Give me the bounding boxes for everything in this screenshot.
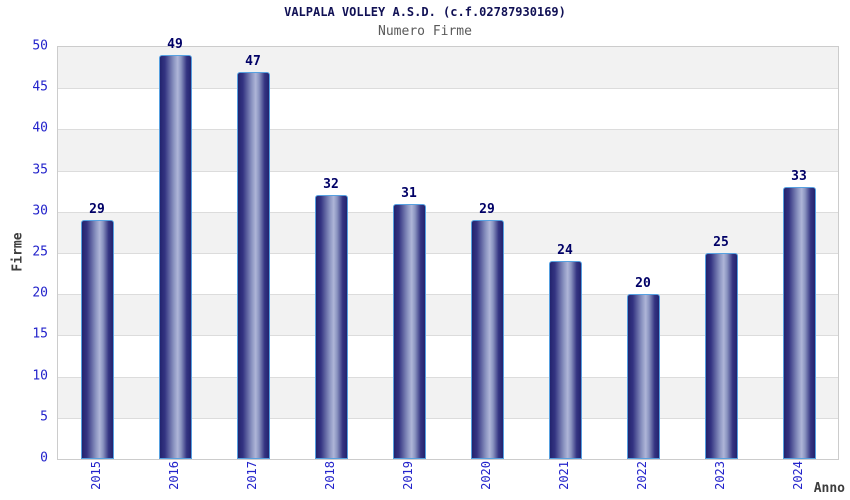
- x-tick-slot: 2023: [681, 461, 759, 499]
- bar-slot-2018: 32: [292, 47, 370, 459]
- x-tick-slot: 2022: [603, 461, 681, 499]
- x-tick-slot: 2017: [213, 461, 291, 499]
- bar-2024: 33: [782, 169, 816, 459]
- bar-value-label: 47: [245, 53, 261, 69]
- x-tick-label: 2018: [323, 461, 337, 490]
- y-tick-label: 5: [40, 409, 48, 425]
- bar-value-label: 32: [323, 177, 339, 193]
- x-tick-label: 2022: [635, 461, 649, 490]
- y-tick-label: 40: [32, 120, 48, 136]
- bars-container: 29 49 47 32 31 29 24 20 25 33: [58, 37, 838, 459]
- x-tick-label: 2017: [245, 461, 259, 490]
- y-tick-label: 15: [32, 326, 48, 342]
- bar-value-label: 24: [557, 243, 573, 259]
- x-tick-slot: 2021: [525, 461, 603, 499]
- bar-slot-2022: 20: [604, 47, 682, 459]
- x-tick-slot: 2016: [135, 461, 213, 499]
- grid-band: [58, 170, 838, 212]
- bar-2022: 20: [626, 276, 660, 459]
- x-tick-label: 2016: [167, 461, 181, 490]
- x-axis-tick-labels: 2015 2016 2017 2018 2019 2020 2021 2022 2023 2024: [57, 461, 837, 499]
- y-tick-label: 30: [32, 203, 48, 219]
- bar-2019: 31: [392, 186, 426, 459]
- bar-slot-2015: 29: [58, 47, 136, 459]
- bar-slot-2023: 25: [682, 47, 760, 459]
- bar-value-label: 33: [791, 169, 807, 185]
- bar-value-label: 29: [89, 202, 105, 218]
- x-tick-slot: 2019: [369, 461, 447, 499]
- grid-band: [58, 417, 838, 459]
- bar-slot-2024: 33: [760, 47, 838, 459]
- bar-value-label: 31: [401, 185, 417, 201]
- x-tick-slot: 2018: [291, 461, 369, 499]
- y-tick-label: 45: [32, 79, 48, 95]
- chart-subtitle: Numero Firme: [378, 24, 472, 39]
- y-tick-label: 25: [32, 244, 48, 260]
- bar-value-label: 20: [635, 276, 651, 292]
- x-axis-title: Anno: [813, 481, 845, 496]
- bar-2020: 29: [470, 202, 504, 459]
- bar-value-label: 25: [713, 235, 729, 250]
- x-tick-slot: 2020: [447, 461, 525, 499]
- y-axis-tick-labels: 0 5 10 15 20 25 30 35 40 45 50: [0, 39, 52, 466]
- bar-2017: 47: [236, 54, 270, 459]
- y-tick-label: 0: [40, 450, 48, 466]
- x-tick-label: 2015: [89, 461, 103, 490]
- chart-title: VALPALA VOLLEY A.S.D. (c.f.02787930169): [284, 5, 566, 19]
- plot-area: 29 49 47 32 31 29 24 20 25 33: [57, 37, 839, 460]
- grid-band: [58, 252, 838, 294]
- y-tick-label: 50: [32, 38, 48, 54]
- bar-2016: 49: [158, 37, 192, 459]
- x-tick-label: 2019: [401, 461, 415, 490]
- x-tick-label: 2020: [479, 461, 493, 490]
- y-tick-label: 20: [32, 285, 48, 301]
- grid-band: [58, 88, 838, 129]
- x-tick-label: 2024: [791, 461, 805, 490]
- grid-band: [58, 335, 838, 376]
- bar-value-label: 29: [479, 202, 495, 218]
- bar-slot-2020: 29: [448, 47, 526, 459]
- bar-slot-2021: 24: [526, 47, 604, 459]
- bar-value-label: 49: [167, 37, 183, 53]
- bar-slot-2019: 31: [370, 47, 448, 459]
- y-tick-label: 10: [32, 368, 48, 384]
- bar-2023: 25: [704, 235, 738, 459]
- y-tick-label: 35: [32, 162, 48, 178]
- x-tick-slot: 2015: [57, 461, 135, 499]
- bar-slot-2017: 47: [214, 47, 292, 459]
- x-tick-label: 2021: [557, 461, 571, 490]
- x-tick-label: 2023: [713, 461, 727, 490]
- bar-2021: 24: [548, 243, 582, 459]
- bar-slot-2016: 49: [136, 37, 214, 459]
- bar-2018: 32: [314, 177, 348, 459]
- bar-2015: 29: [80, 202, 114, 459]
